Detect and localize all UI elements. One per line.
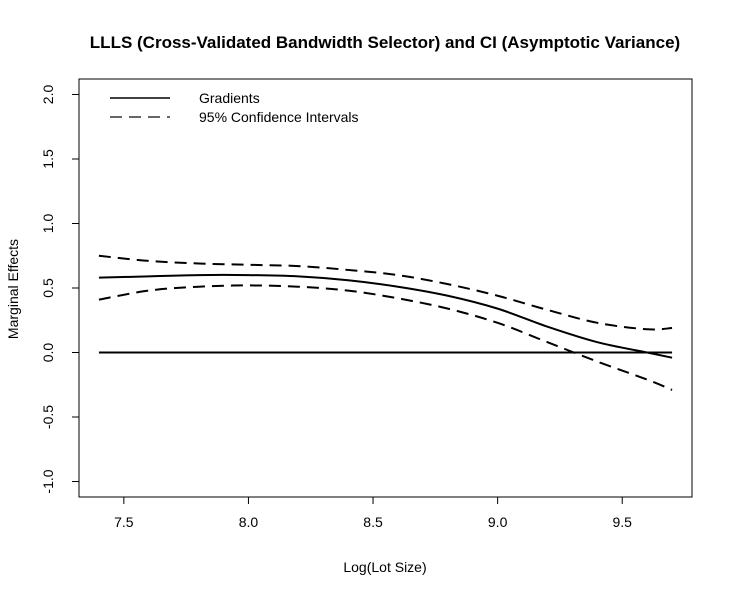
y-tick-label: 0.5 <box>40 278 56 298</box>
x-tick-label: 8.0 <box>239 514 259 530</box>
upper-ci-line <box>98 254 673 331</box>
y-tick-label: 0.0 <box>40 343 56 363</box>
lower-ci-line <box>98 284 673 391</box>
plot-frame <box>78 78 693 498</box>
plot-area <box>98 254 673 391</box>
gradient-line <box>98 273 673 359</box>
y-tick-label: -1.0 <box>40 469 56 493</box>
x-axis-label: Log(Lot Size) <box>343 559 426 575</box>
chart-title: LLLS (Cross-Validated Bandwidth Selector… <box>90 33 680 52</box>
y-tick-label: -0.5 <box>40 405 56 429</box>
y-axis-label: Marginal Effects <box>5 239 21 339</box>
x-tick-label: 8.5 <box>363 514 383 530</box>
y-tick-label: 2.0 <box>40 85 56 105</box>
x-tick-label: 9.5 <box>612 514 632 530</box>
y-tick-label: 1.5 <box>40 149 56 169</box>
x-axis: 7.5 8.0 8.5 9.0 9.5 <box>114 496 632 530</box>
legend-label: Gradients <box>199 90 260 106</box>
legend: Gradients 95% Confidence Intervals <box>110 90 359 125</box>
y-axis: -1.0 -0.5 0.0 0.5 1.0 1.5 2.0 <box>40 85 80 494</box>
x-tick-label: 7.5 <box>114 514 134 530</box>
legend-label: 95% Confidence Intervals <box>199 109 359 125</box>
y-tick-label: 1.0 <box>40 214 56 234</box>
x-tick-label: 9.0 <box>488 514 508 530</box>
